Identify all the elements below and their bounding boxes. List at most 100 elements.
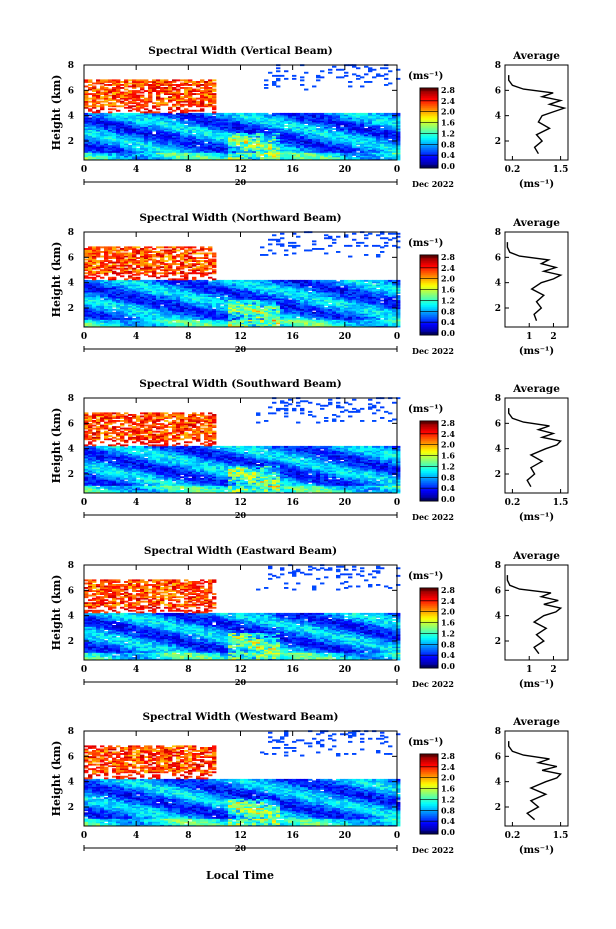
heatmap-cell (148, 143, 153, 146)
heatmap-cell (228, 284, 233, 287)
heatmap-cell (236, 135, 241, 138)
heatmap-cell (392, 112, 397, 115)
heatmap-cell (188, 249, 193, 252)
heatmap-cell (104, 137, 109, 140)
heatmap-cell (384, 153, 389, 156)
heatmap-cell (168, 114, 173, 117)
heatmap-cell (136, 322, 141, 325)
heatmap-cell (348, 152, 353, 155)
heatmap-cell (392, 143, 397, 146)
heatmap-cell (84, 304, 89, 307)
heatmap-cell (368, 158, 373, 161)
heatmap-cell (112, 313, 117, 316)
heatmap-cell (264, 120, 269, 123)
heatmap-cell (192, 100, 197, 103)
heatmap-cell (276, 122, 281, 124)
heatmap-cell (204, 301, 209, 304)
heatmap-cell (116, 302, 121, 305)
heatmap-cell (124, 279, 129, 282)
heatmap-cell (168, 263, 173, 266)
heatmap-cell (88, 308, 93, 311)
heatmap-cell (196, 281, 201, 284)
heatmap-cell (380, 149, 385, 152)
heatmap-cell (372, 143, 377, 146)
heatmap-cell (120, 254, 125, 256)
heatmap-cell (160, 313, 165, 316)
heatmap-cell (236, 141, 241, 144)
heatmap-cell (376, 140, 381, 143)
heatmap-cell (180, 122, 185, 124)
heatmap-cell (300, 125, 305, 127)
heatmap-cell (156, 90, 161, 92)
heatmap-cell (124, 157, 129, 159)
heatmap-cell (248, 301, 253, 304)
heatmap-cell (268, 114, 273, 117)
heatmap-cell (156, 157, 161, 159)
heatmap-cell (372, 122, 377, 124)
heatmap-cell (92, 320, 97, 323)
heatmap-cell (208, 81, 213, 83)
heatmap-cell (148, 314, 153, 317)
heatmap-cell (260, 316, 265, 319)
heatmap-cell (196, 249, 201, 252)
heatmap-cell (136, 152, 141, 155)
heatmap-cell (252, 286, 257, 288)
heatmap-cell (188, 150, 193, 153)
heatmap-cell (164, 293, 169, 296)
heatmap-cell (228, 282, 233, 285)
heatmap-cell (244, 324, 249, 326)
heatmap-cell (200, 292, 205, 294)
heatmap-cell (96, 252, 101, 255)
heatmap-cell (244, 131, 249, 133)
heatmap-cell (280, 138, 285, 141)
heatmap-cell (92, 153, 97, 156)
heatmap-cell (112, 295, 117, 297)
heatmap-cell (188, 246, 193, 249)
heatmap-cell (112, 93, 117, 95)
heatmap-cell (104, 157, 109, 159)
heatmap-cell (108, 146, 113, 149)
heatmap-cell (324, 157, 329, 159)
heatmap-cell (152, 81, 157, 83)
heatmap-cell (92, 82, 97, 85)
heatmap-cell (208, 313, 213, 316)
heatmap-cell (140, 319, 145, 322)
heatmap-cell (96, 150, 101, 153)
heatmap-cell (188, 292, 193, 294)
heatmap-cell (140, 117, 145, 120)
heatmap-cell (184, 100, 189, 103)
heatmap-cell (100, 131, 105, 133)
heatmap-cell (176, 79, 181, 82)
heatmap-cell (360, 144, 365, 147)
heatmap-cell (372, 128, 377, 130)
heatmap-cell (372, 126, 377, 129)
heatmap-cell (88, 286, 93, 288)
heatmap-cell (160, 298, 165, 300)
heatmap-cell (88, 123, 93, 126)
heatmap-cell (196, 128, 201, 130)
heatmap-cell (84, 267, 89, 270)
heatmap-cell (184, 126, 189, 129)
heatmap-cell (96, 79, 101, 82)
heatmap-cell (108, 313, 113, 316)
heatmap-cell (136, 273, 141, 276)
heatmap-cell (148, 264, 153, 267)
heatmap-cell (112, 87, 117, 89)
heatmap-cell (188, 266, 193, 269)
heatmap-cell (120, 310, 125, 313)
heatmap-cell (120, 119, 125, 121)
heatmap-cell (196, 269, 201, 272)
heatmap-cell (168, 282, 173, 285)
heatmap-cell (168, 258, 173, 261)
heatmap-cell (136, 282, 141, 285)
heatmap-cell (148, 152, 153, 155)
heatmap-cell (380, 123, 385, 126)
heatmap-cell (200, 263, 205, 266)
heatmap-cell (156, 140, 161, 143)
heatmap-cell (368, 137, 373, 140)
heatmap-cell (328, 141, 333, 144)
heatmap-cell (208, 122, 213, 124)
heatmap-cell (300, 143, 305, 146)
heatmap-cell (120, 93, 125, 95)
heatmap-cell (204, 122, 209, 124)
